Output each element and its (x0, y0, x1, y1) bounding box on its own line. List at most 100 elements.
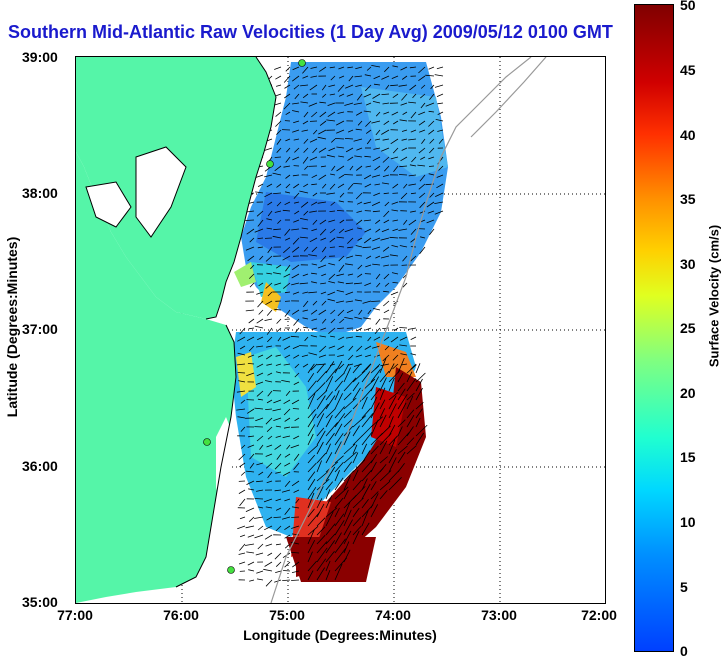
colorbar-tick: 10 (680, 514, 696, 530)
radar-station-marker (227, 566, 235, 574)
velocity-arrow (325, 489, 331, 500)
velocity-arrow (316, 547, 328, 563)
velocity-arrow (320, 327, 327, 331)
velocity-arrow (237, 336, 246, 342)
velocity-arrow (361, 483, 371, 500)
velocity-arrow (339, 219, 345, 224)
velocity-arrow (308, 352, 318, 356)
velocity-arrow (418, 120, 426, 126)
velocity-arrow (273, 417, 282, 421)
velocity-arrow (307, 486, 317, 500)
velocity-arrow (307, 393, 316, 410)
velocity-arrow (355, 128, 363, 131)
velocity-arrow (384, 201, 390, 207)
velocity-arrow (383, 273, 390, 280)
velocity-arrow (318, 354, 327, 358)
velocity-arrow (334, 138, 345, 140)
velocity-arrow (239, 498, 246, 507)
velocity-arrow (347, 156, 354, 161)
velocity-arrow (343, 530, 352, 545)
velocity-arrow (264, 174, 273, 178)
velocity-arrow (256, 462, 264, 466)
velocity-arrow (267, 435, 273, 440)
velocity-arrow (311, 246, 318, 253)
velocity-arrow (256, 345, 264, 348)
velocity-arrow (275, 120, 282, 127)
velocity-arrow (304, 165, 309, 170)
velocity-arrow (334, 486, 349, 500)
velocity-arrow (355, 245, 363, 248)
velocity-arrow (329, 246, 336, 248)
velocity-arrow (307, 409, 316, 419)
velocity-arrow (428, 110, 435, 113)
velocity-arrow (334, 393, 343, 410)
velocity-arrow (374, 354, 381, 358)
velocity-arrow (384, 282, 390, 287)
velocity-arrow (402, 255, 408, 262)
velocity-arrow (330, 335, 336, 338)
velocity-arrow (357, 237, 363, 241)
velocity-arrow (365, 102, 372, 106)
velocity-arrow (383, 210, 390, 218)
velocity-arrow (248, 569, 255, 572)
velocity-arrow (284, 453, 291, 458)
velocity-arrow (352, 517, 362, 527)
velocity-arrow (379, 440, 388, 455)
velocity-arrow (273, 192, 282, 194)
velocity-arrow (318, 309, 327, 315)
velocity-arrow (256, 578, 264, 581)
velocity-arrow (356, 210, 363, 213)
velocity-arrow (257, 543, 264, 550)
velocity-arrow (325, 540, 336, 554)
velocity-arrow (379, 408, 386, 419)
velocity-arrow (329, 183, 336, 190)
velocity-arrow (238, 561, 246, 565)
velocity-arrow (274, 308, 282, 311)
velocity-arrow (307, 462, 317, 473)
velocity-arrow (249, 453, 255, 460)
velocity-arrow (411, 156, 417, 163)
velocity-arrow (291, 282, 300, 286)
velocity-arrow (370, 445, 379, 455)
velocity-arrow (334, 507, 340, 518)
velocity-arrow (415, 372, 426, 383)
velocity-arrow (392, 147, 399, 154)
velocity-arrow (274, 282, 282, 286)
velocity-arrow (353, 282, 363, 285)
velocity-arrow (285, 138, 291, 142)
velocity-arrow (249, 579, 255, 582)
velocity-arrow (255, 174, 264, 178)
velocity-arrow (277, 219, 282, 224)
velocity-arrow (408, 138, 417, 141)
velocity-arrow (301, 227, 309, 230)
velocity-arrow (406, 409, 415, 419)
velocity-arrow (429, 93, 435, 101)
velocity-arrow (307, 389, 318, 401)
velocity-arrow (354, 155, 363, 158)
velocity-arrow (356, 219, 363, 225)
velocity-arrow (239, 462, 246, 468)
velocity-arrow (371, 174, 381, 178)
velocity-arrow (429, 192, 435, 198)
velocity-arrow (292, 129, 300, 133)
velocity-arrow (283, 426, 291, 429)
velocity-arrow (426, 201, 435, 208)
velocity-arrow (256, 489, 264, 492)
y-tick-label: 38:00 (22, 185, 58, 201)
velocity-arrow (415, 417, 421, 428)
velocity-arrow (402, 282, 408, 288)
velocity-arrow (255, 417, 264, 422)
velocity-arrow (316, 526, 326, 536)
velocity-arrow (345, 255, 354, 259)
velocity-arrow (418, 75, 426, 82)
velocity-arrow (348, 75, 354, 82)
velocity-arrow (343, 451, 357, 464)
velocity-arrow (249, 462, 255, 469)
velocity-arrow (239, 516, 246, 520)
velocity-arrow (248, 318, 255, 324)
velocity-arrow (370, 368, 381, 383)
velocity-arrow (338, 75, 345, 79)
velocity-arrow (434, 201, 444, 204)
velocity-arrow (343, 410, 352, 419)
velocity-arrow (291, 533, 300, 536)
